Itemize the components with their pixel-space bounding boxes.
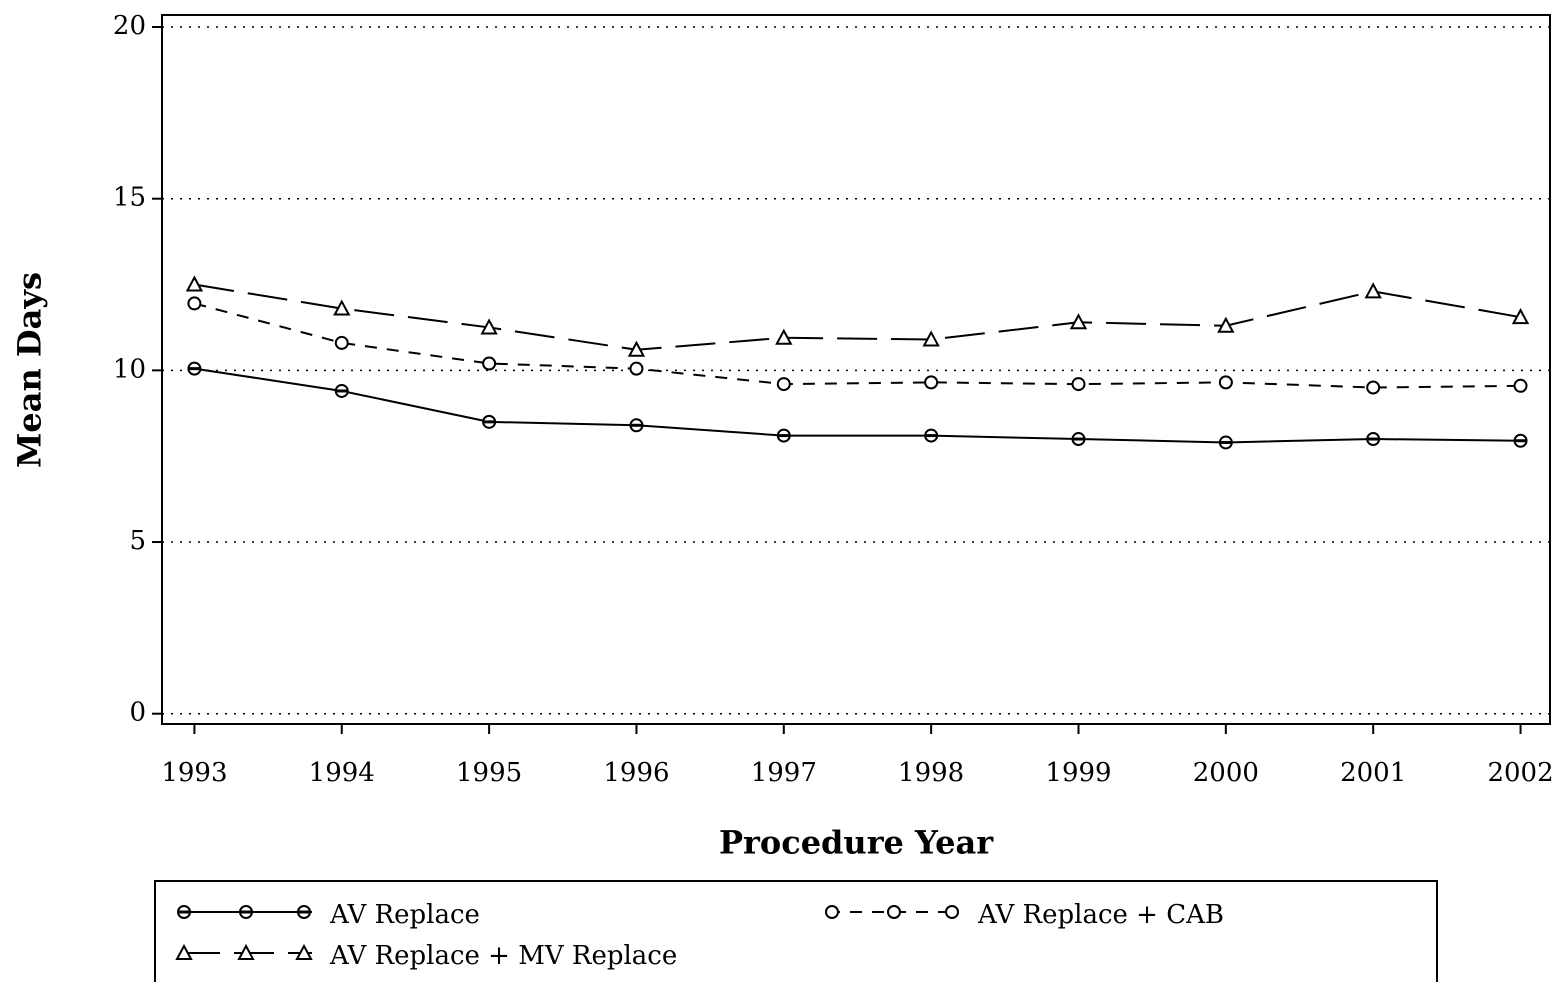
y-tick-label: 0 bbox=[129, 698, 146, 728]
marker bbox=[295, 943, 313, 960]
marker bbox=[334, 335, 349, 350]
x-tick-label: 2001 bbox=[1340, 758, 1406, 788]
marker bbox=[480, 318, 498, 335]
marker bbox=[482, 356, 497, 371]
series-line bbox=[194, 302, 1521, 389]
marker bbox=[922, 330, 940, 347]
marker bbox=[775, 328, 793, 345]
marker bbox=[1511, 308, 1530, 325]
marker bbox=[185, 275, 204, 292]
y-tick-label: 5 bbox=[129, 526, 146, 556]
x-tick-label: 1993 bbox=[161, 758, 227, 788]
marker bbox=[825, 905, 839, 919]
marker bbox=[1366, 380, 1381, 395]
marker bbox=[1069, 313, 1088, 330]
marker bbox=[945, 905, 959, 919]
marker bbox=[1217, 316, 1235, 333]
x-tick-label: 1995 bbox=[456, 758, 522, 788]
x-axis-label: Procedure Year bbox=[719, 824, 994, 862]
marker bbox=[1364, 282, 1382, 299]
y-tick-label: 20 bbox=[113, 11, 146, 41]
marker bbox=[187, 296, 202, 311]
x-tick-label: 2000 bbox=[1193, 758, 1259, 788]
legend-label: AV Replace bbox=[329, 900, 480, 930]
x-tick-label: 2002 bbox=[1487, 758, 1553, 788]
series-line bbox=[194, 367, 1521, 444]
x-tick-label: 1994 bbox=[309, 758, 375, 788]
x-tick-label: 1997 bbox=[751, 758, 817, 788]
marker bbox=[175, 943, 193, 960]
marker bbox=[1071, 377, 1086, 392]
legend-label: AV Replace + MV Replace bbox=[329, 941, 677, 971]
y-tick-label: 15 bbox=[113, 183, 146, 213]
marker bbox=[776, 377, 791, 392]
x-tick-label: 1999 bbox=[1045, 758, 1111, 788]
marker bbox=[924, 375, 939, 390]
marker bbox=[333, 299, 351, 316]
marker bbox=[627, 340, 646, 357]
marker bbox=[1513, 378, 1528, 393]
marker bbox=[1218, 375, 1233, 390]
x-tick-label: 1998 bbox=[898, 758, 964, 788]
legend-label: AV Replace + CAB bbox=[977, 900, 1224, 930]
marker bbox=[237, 943, 255, 960]
y-tick-label: 10 bbox=[113, 354, 146, 384]
marker bbox=[887, 905, 901, 919]
marker bbox=[629, 361, 644, 376]
plot-frame bbox=[161, 14, 1551, 725]
x-tick-label: 1996 bbox=[603, 758, 669, 788]
legend-box bbox=[154, 880, 1438, 982]
series-line bbox=[194, 283, 1521, 351]
y-axis-label: Mean Days bbox=[11, 272, 49, 468]
